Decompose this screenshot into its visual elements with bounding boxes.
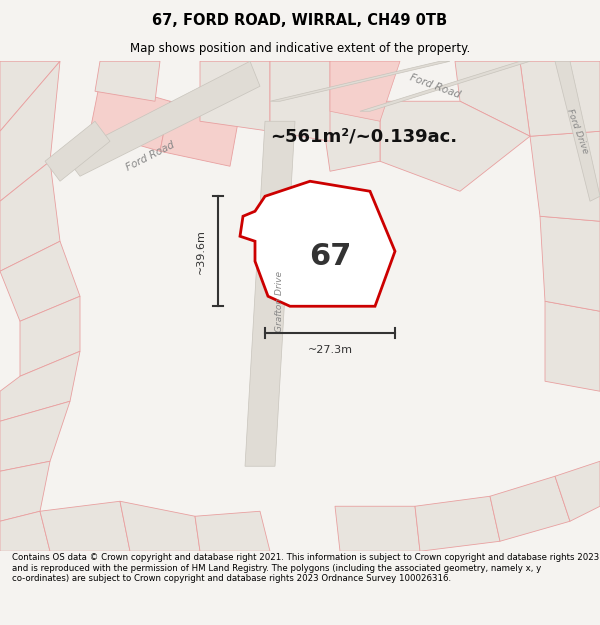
Polygon shape [95, 61, 160, 101]
Polygon shape [0, 161, 60, 271]
Polygon shape [360, 61, 530, 111]
Polygon shape [0, 61, 60, 131]
Text: ~27.3m: ~27.3m [308, 345, 353, 355]
Text: Ford Road: Ford Road [124, 140, 176, 172]
Polygon shape [0, 351, 80, 421]
Polygon shape [490, 476, 570, 541]
Polygon shape [320, 101, 380, 171]
Polygon shape [555, 61, 600, 201]
Polygon shape [415, 496, 500, 551]
Text: 67, FORD ROAD, WIRRAL, CH49 0TB: 67, FORD ROAD, WIRRAL, CH49 0TB [152, 13, 448, 28]
Polygon shape [120, 501, 200, 551]
Polygon shape [40, 501, 130, 551]
Polygon shape [555, 461, 600, 521]
Polygon shape [0, 401, 70, 471]
Text: 67: 67 [309, 242, 351, 271]
Text: Contains OS data © Crown copyright and database right 2021. This information is : Contains OS data © Crown copyright and d… [12, 553, 599, 583]
Text: Ford Road: Ford Road [409, 72, 461, 100]
Text: Ford Drive: Ford Drive [565, 107, 589, 155]
Polygon shape [270, 61, 450, 101]
Polygon shape [540, 216, 600, 311]
Polygon shape [0, 241, 80, 321]
Polygon shape [245, 121, 295, 466]
Polygon shape [270, 61, 330, 141]
Polygon shape [160, 101, 240, 166]
Polygon shape [45, 121, 110, 181]
Text: Map shows position and indicative extent of the property.: Map shows position and indicative extent… [130, 41, 470, 54]
Polygon shape [0, 461, 50, 521]
Text: Grafton Drive: Grafton Drive [275, 271, 284, 332]
Polygon shape [20, 296, 80, 376]
Polygon shape [380, 101, 530, 191]
Polygon shape [335, 506, 420, 551]
Text: ~39.6m: ~39.6m [196, 229, 206, 274]
Polygon shape [530, 131, 600, 221]
Polygon shape [330, 61, 400, 121]
Text: ~561m²/~0.139ac.: ~561m²/~0.139ac. [270, 127, 457, 145]
Polygon shape [0, 511, 50, 551]
Polygon shape [520, 61, 600, 136]
Polygon shape [0, 61, 60, 201]
Polygon shape [195, 511, 270, 551]
Polygon shape [545, 301, 600, 391]
Polygon shape [240, 181, 395, 306]
Polygon shape [65, 61, 260, 176]
Polygon shape [455, 61, 530, 136]
Polygon shape [200, 61, 270, 131]
Polygon shape [90, 81, 170, 151]
